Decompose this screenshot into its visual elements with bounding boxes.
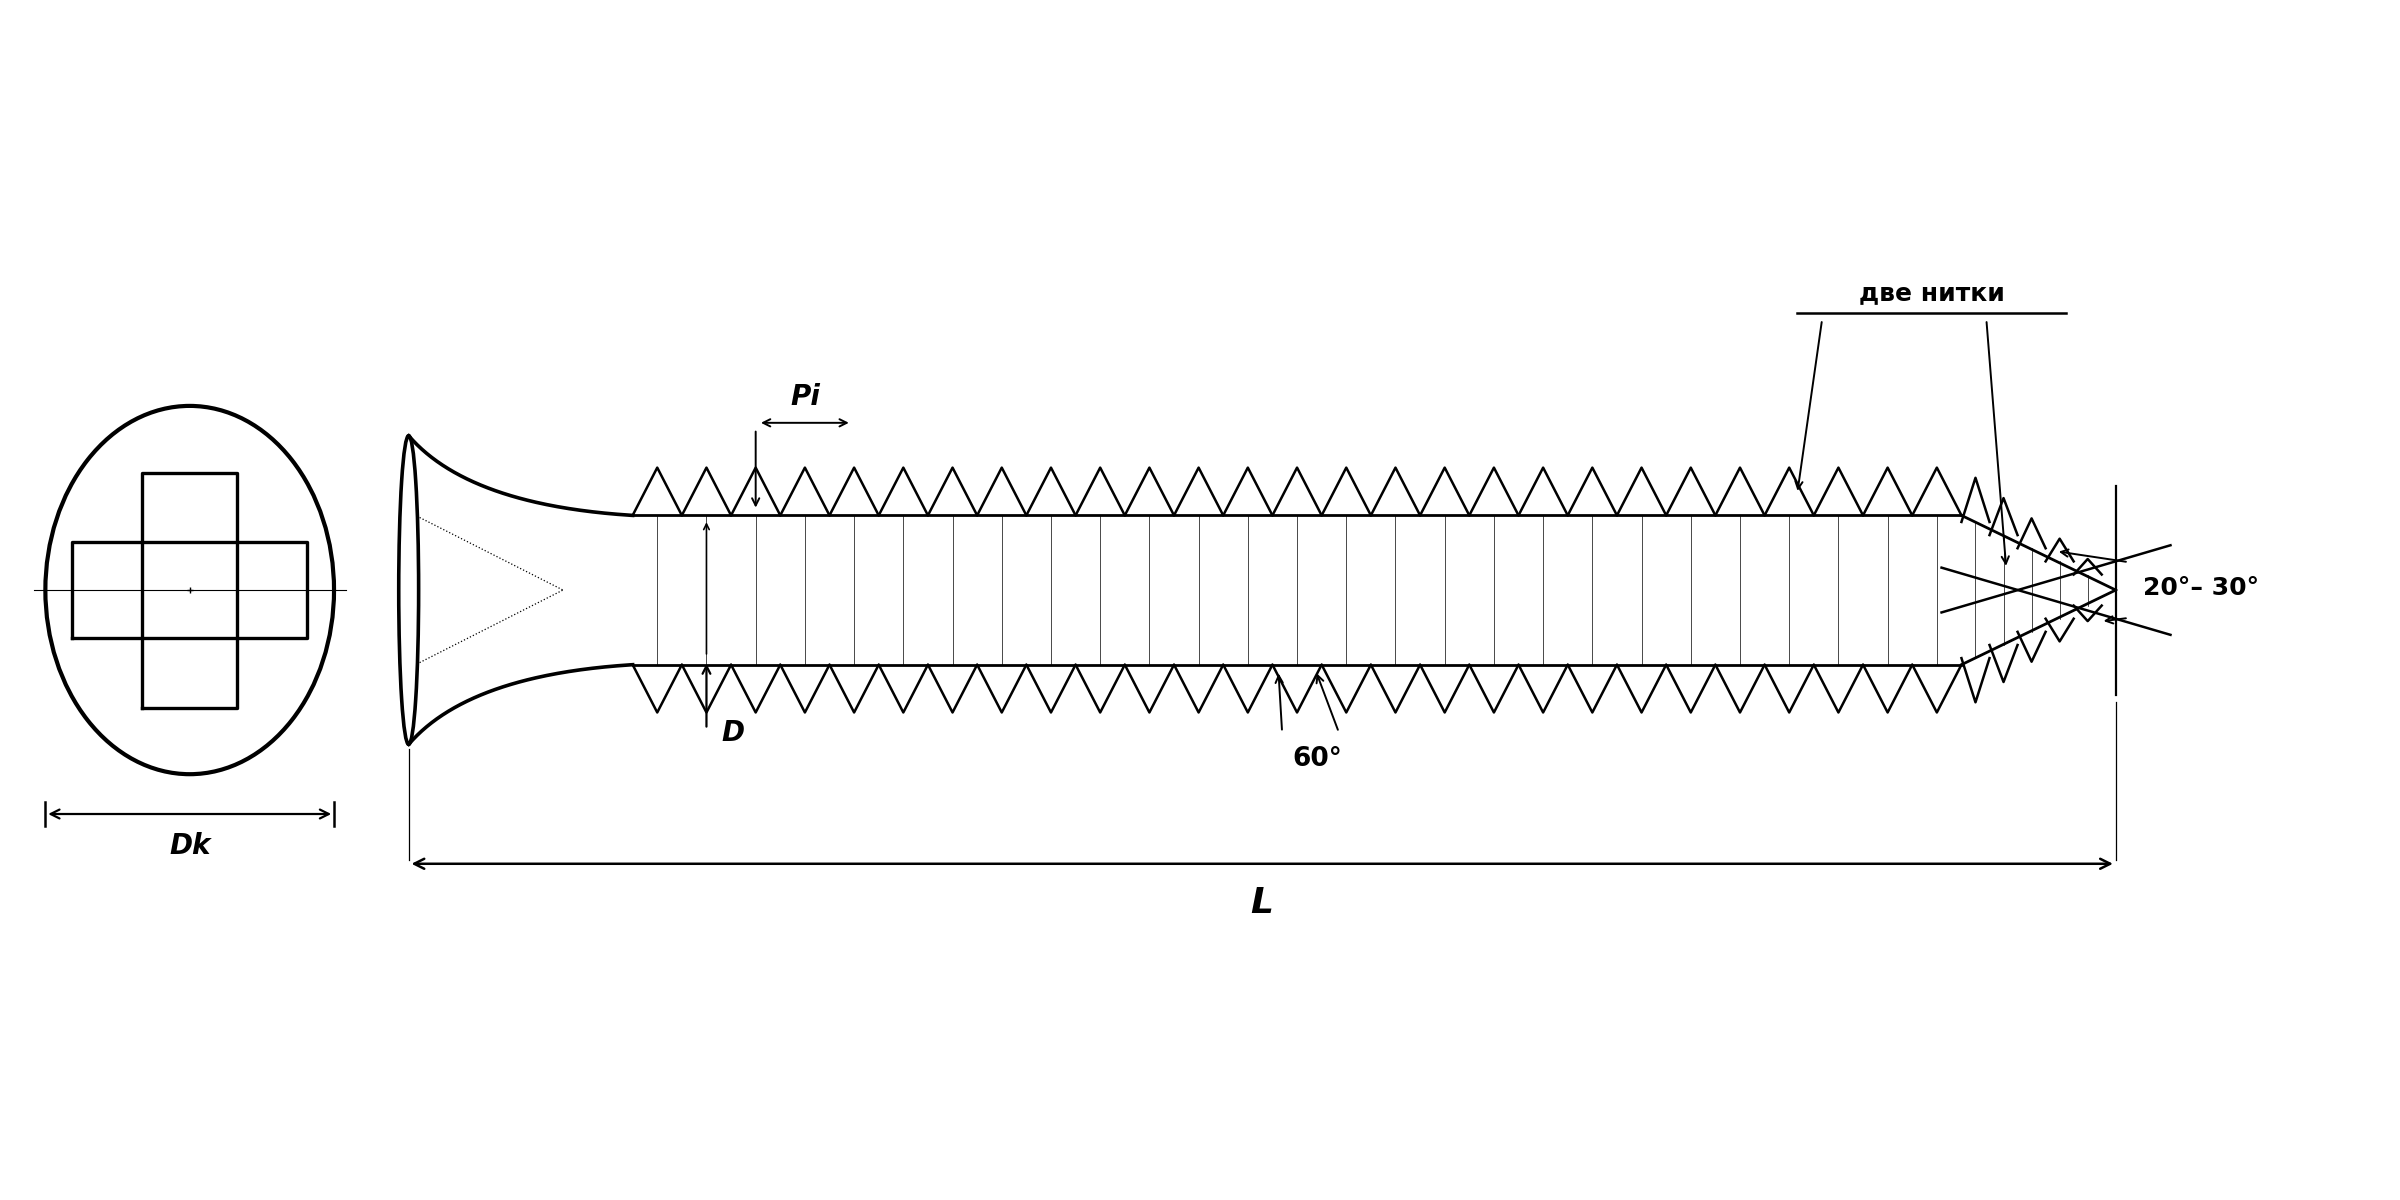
Text: 20°– 30°: 20°– 30° bbox=[2143, 576, 2258, 600]
Text: две нитки: две нитки bbox=[1858, 281, 2004, 305]
Text: D: D bbox=[722, 720, 744, 748]
Text: 60°: 60° bbox=[1291, 746, 1342, 773]
Text: L: L bbox=[1250, 886, 1274, 919]
Text: Pi: Pi bbox=[790, 383, 821, 410]
Text: Dk: Dk bbox=[168, 832, 211, 860]
